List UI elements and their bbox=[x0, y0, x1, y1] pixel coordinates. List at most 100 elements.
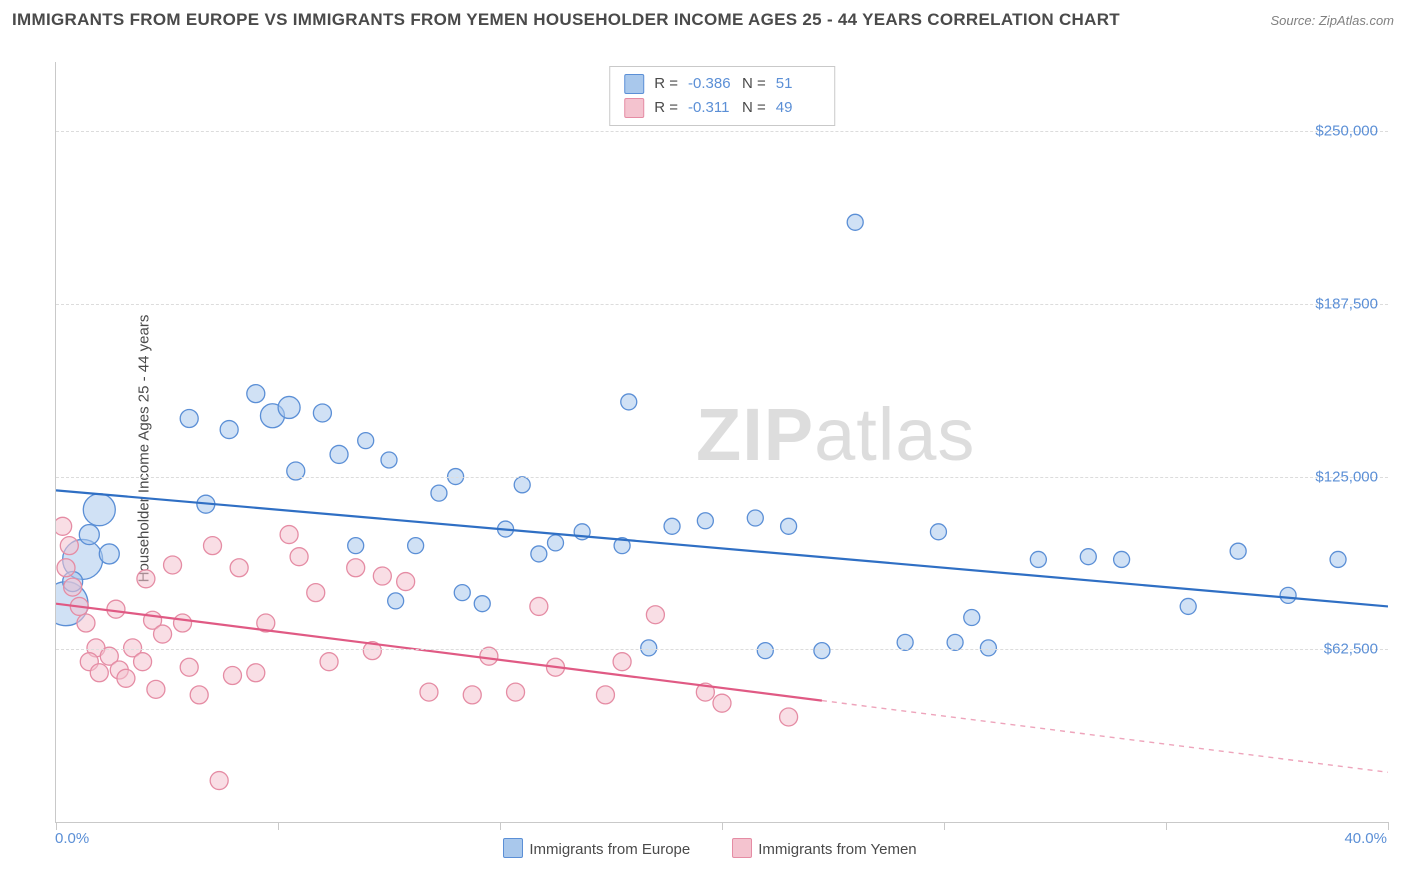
x-tick bbox=[1166, 822, 1167, 830]
yemen-point bbox=[247, 664, 265, 682]
legend-n-value: 51 bbox=[776, 72, 820, 96]
legend-n-label: N = bbox=[742, 96, 766, 120]
europe-point bbox=[1114, 551, 1130, 567]
x-tick bbox=[56, 822, 57, 830]
europe-point bbox=[83, 494, 115, 526]
europe-point bbox=[330, 445, 348, 463]
gridline bbox=[56, 131, 1388, 132]
yemen-point bbox=[347, 559, 365, 577]
europe-point bbox=[697, 513, 713, 529]
legend-swatch bbox=[732, 838, 752, 858]
legend-swatch bbox=[624, 98, 644, 118]
europe-point bbox=[381, 452, 397, 468]
yemen-point bbox=[646, 606, 664, 624]
europe-point bbox=[247, 385, 265, 403]
title-bar: IMMIGRANTS FROM EUROPE VS IMMIGRANTS FRO… bbox=[12, 10, 1394, 30]
yemen-point bbox=[463, 686, 481, 704]
watermark-light: atlas bbox=[814, 393, 975, 476]
yemen-point bbox=[307, 584, 325, 602]
europe-point bbox=[220, 421, 238, 439]
europe-point bbox=[1230, 543, 1246, 559]
yemen-point bbox=[117, 669, 135, 687]
yemen-point bbox=[210, 772, 228, 790]
yemen-point bbox=[507, 683, 525, 701]
yemen-point bbox=[290, 548, 308, 566]
gridline bbox=[56, 649, 1388, 650]
trend-line-extrapolated bbox=[822, 701, 1388, 773]
yemen-point bbox=[174, 614, 192, 632]
legend-swatch bbox=[624, 74, 644, 94]
legend-r-label: R = bbox=[654, 96, 678, 120]
europe-point bbox=[180, 410, 198, 428]
europe-point bbox=[1280, 587, 1296, 603]
yemen-point bbox=[137, 570, 155, 588]
yemen-point bbox=[154, 625, 172, 643]
yemen-point bbox=[60, 537, 78, 555]
yemen-point bbox=[180, 658, 198, 676]
legend-row: R =-0.311N =49 bbox=[624, 96, 820, 120]
europe-point bbox=[814, 643, 830, 659]
europe-point bbox=[1180, 598, 1196, 614]
yemen-point bbox=[64, 578, 82, 596]
yemen-point bbox=[530, 597, 548, 615]
chart-title: IMMIGRANTS FROM EUROPE VS IMMIGRANTS FRO… bbox=[12, 10, 1120, 30]
yemen-point bbox=[134, 653, 152, 671]
gridline bbox=[56, 477, 1388, 478]
europe-point bbox=[1330, 551, 1346, 567]
europe-point bbox=[757, 643, 773, 659]
yemen-point bbox=[397, 573, 415, 591]
trend-line bbox=[56, 490, 1388, 606]
plot-area: ZIPatlas R =-0.386N =51R =-0.311N =49 $6… bbox=[55, 62, 1388, 823]
yemen-point bbox=[107, 600, 125, 618]
europe-point bbox=[980, 640, 996, 656]
x-tick bbox=[1388, 822, 1389, 830]
yemen-point bbox=[56, 517, 72, 535]
x-tick bbox=[500, 822, 501, 830]
yemen-point bbox=[230, 559, 248, 577]
yemen-point bbox=[596, 686, 614, 704]
europe-point bbox=[431, 485, 447, 501]
correlation-legend: R =-0.386N =51R =-0.311N =49 bbox=[609, 66, 835, 126]
series-legend-item: Immigrants from Yemen bbox=[718, 841, 916, 858]
europe-point bbox=[358, 433, 374, 449]
europe-point bbox=[278, 396, 300, 418]
europe-point bbox=[548, 535, 564, 551]
europe-point bbox=[781, 518, 797, 534]
yemen-point bbox=[204, 537, 222, 555]
yemen-point bbox=[90, 664, 108, 682]
europe-point bbox=[1080, 549, 1096, 565]
yemen-point bbox=[613, 653, 631, 671]
europe-point bbox=[79, 525, 99, 545]
watermark: ZIPatlas bbox=[696, 392, 975, 477]
europe-point bbox=[930, 524, 946, 540]
y-tick-label: $250,000 bbox=[1315, 123, 1378, 140]
yemen-point bbox=[77, 614, 95, 632]
europe-point bbox=[408, 538, 424, 554]
x-tick bbox=[944, 822, 945, 830]
legend-r-value: -0.386 bbox=[688, 72, 732, 96]
watermark-bold: ZIP bbox=[696, 393, 814, 476]
yemen-point bbox=[57, 559, 75, 577]
yemen-point bbox=[190, 686, 208, 704]
x-tick bbox=[722, 822, 723, 830]
yemen-point bbox=[420, 683, 438, 701]
europe-point bbox=[847, 214, 863, 230]
trend-line bbox=[56, 604, 822, 701]
legend-n-value: 49 bbox=[776, 96, 820, 120]
europe-point bbox=[99, 544, 119, 564]
europe-point bbox=[897, 634, 913, 650]
yemen-point bbox=[164, 556, 182, 574]
y-tick-label: $125,000 bbox=[1315, 468, 1378, 485]
x-tick bbox=[278, 822, 279, 830]
europe-point bbox=[747, 510, 763, 526]
europe-point bbox=[621, 394, 637, 410]
yemen-point bbox=[713, 694, 731, 712]
yemen-point bbox=[320, 653, 338, 671]
europe-point bbox=[1030, 551, 1046, 567]
yemen-point bbox=[223, 667, 241, 685]
europe-point bbox=[641, 640, 657, 656]
europe-point bbox=[531, 546, 547, 562]
europe-point bbox=[964, 609, 980, 625]
y-tick-label: $187,500 bbox=[1315, 295, 1378, 312]
europe-point bbox=[514, 477, 530, 493]
